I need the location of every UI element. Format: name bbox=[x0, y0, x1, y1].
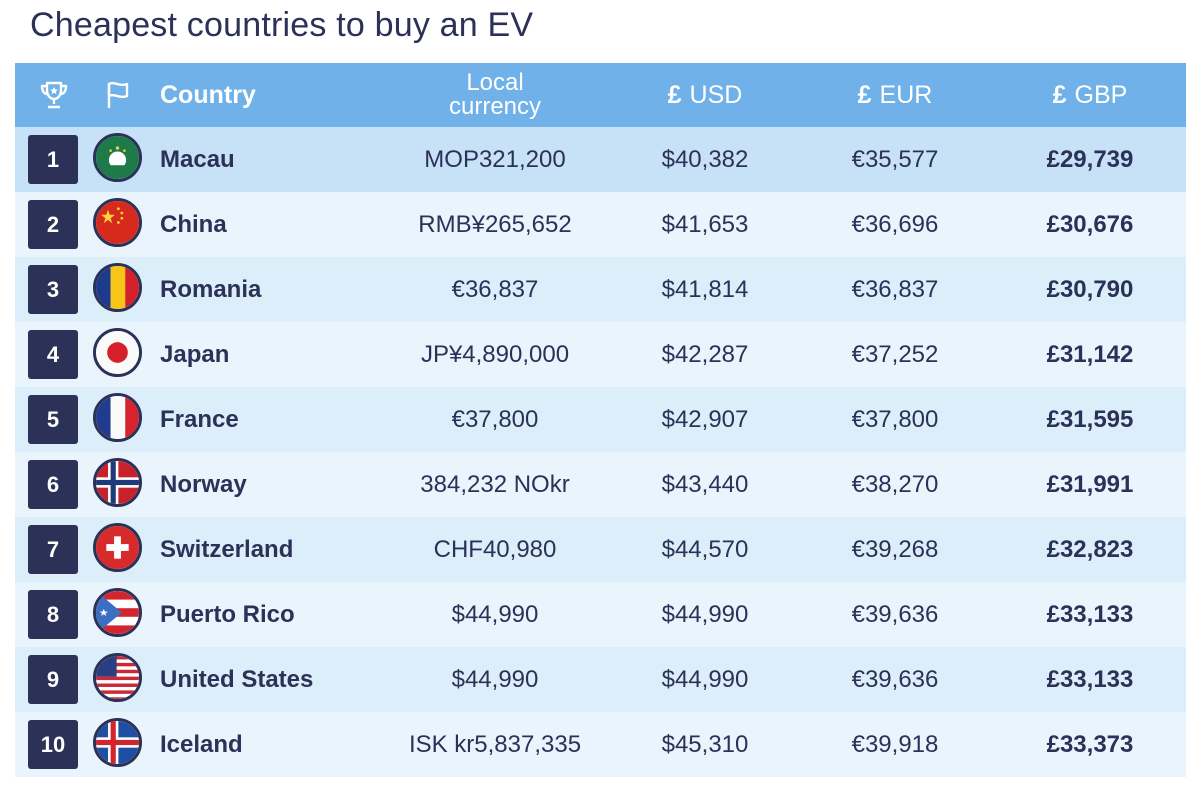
eur-price: €37,252 bbox=[851, 340, 939, 368]
gbp-price: £30,676 bbox=[1046, 210, 1134, 238]
rank-badge: 4 bbox=[28, 330, 78, 379]
header-eur-label: EUR bbox=[879, 80, 933, 109]
pound-icon: £ bbox=[667, 80, 682, 109]
table-row-2: 2 China RMB¥265,652 $41,653 €36,696 £30,… bbox=[15, 192, 1186, 257]
table-body: 1 Macau MOP321,200 $40,382 €35,577 £29,7… bbox=[15, 127, 1186, 777]
table-row-10: 10 Iceland ISK kr5,837,335 $45,310 €39,9… bbox=[15, 712, 1186, 777]
header-usd: £ USD bbox=[615, 63, 795, 127]
country-name: Japan bbox=[160, 340, 230, 368]
romania-flag-icon bbox=[93, 263, 142, 312]
pound-icon: £ bbox=[1052, 80, 1067, 109]
flag-icon bbox=[93, 63, 143, 127]
header-eur: £ EUR bbox=[805, 63, 985, 127]
switzerland-flag-icon bbox=[93, 523, 142, 572]
table-row-5: 5 France €37,800 $42,907 €37,800 £31,595 bbox=[15, 387, 1186, 452]
country-name: Iceland bbox=[160, 730, 243, 758]
usd-price: $43,440 bbox=[661, 470, 749, 498]
usd-price: $42,907 bbox=[661, 405, 749, 433]
puerto-rico-flag-icon bbox=[93, 588, 142, 637]
local-price: $44,990 bbox=[451, 665, 539, 693]
eur-price: €35,577 bbox=[851, 145, 939, 173]
usd-price: $44,990 bbox=[661, 665, 749, 693]
gbp-price: £33,133 bbox=[1046, 665, 1134, 693]
header-gbp: £ GBP bbox=[1000, 63, 1180, 127]
eur-price: €39,268 bbox=[851, 535, 939, 563]
country-name: Puerto Rico bbox=[160, 600, 295, 628]
local-price: MOP321,200 bbox=[424, 145, 566, 173]
local-price: ISK kr5,837,335 bbox=[408, 730, 582, 758]
header-local-currency: Local currency bbox=[390, 63, 600, 127]
gbp-price: £29,739 bbox=[1046, 145, 1134, 173]
eur-price: €39,636 bbox=[851, 600, 939, 628]
macau-flag-icon bbox=[93, 133, 142, 182]
trophy-icon bbox=[29, 63, 79, 127]
rank-badge: 10 bbox=[28, 720, 78, 769]
usd-price: $45,310 bbox=[661, 730, 749, 758]
ranking-table: Country Local currency £ USD £ EUR £ GBP… bbox=[15, 63, 1186, 777]
eur-price: €36,837 bbox=[851, 275, 939, 303]
header-country: Country bbox=[160, 80, 256, 109]
table-row-7: 7 Switzerland CHF40,980 $44,570 €39,268 … bbox=[15, 517, 1186, 582]
rank-badge: 5 bbox=[28, 395, 78, 444]
usd-price: $40,382 bbox=[661, 145, 749, 173]
header-local-line2: currency bbox=[448, 93, 542, 120]
eur-price: €37,800 bbox=[851, 405, 939, 433]
header-usd-label: USD bbox=[689, 80, 743, 109]
local-price: CHF40,980 bbox=[433, 535, 557, 563]
china-flag-icon bbox=[93, 198, 142, 247]
usd-price: $44,990 bbox=[661, 600, 749, 628]
rank-badge: 6 bbox=[28, 460, 78, 509]
table-row-3: 3 Romania €36,837 $41,814 €36,837 £30,79… bbox=[15, 257, 1186, 322]
country-name: Macau bbox=[160, 145, 235, 173]
gbp-price: £31,595 bbox=[1046, 405, 1134, 433]
usa-flag-icon bbox=[93, 653, 142, 702]
local-price: €36,837 bbox=[451, 275, 539, 303]
local-price: $44,990 bbox=[451, 600, 539, 628]
local-price: €37,800 bbox=[451, 405, 539, 433]
table-row-6: 6 Norway 384,232 NOkr $43,440 €38,270 £3… bbox=[15, 452, 1186, 517]
local-price: JP¥4,890,000 bbox=[420, 340, 570, 368]
eur-price: €36,696 bbox=[851, 210, 939, 238]
gbp-price: £32,823 bbox=[1046, 535, 1134, 563]
eur-price: €38,270 bbox=[851, 470, 939, 498]
header-gbp-label: GBP bbox=[1074, 80, 1128, 109]
rank-badge: 3 bbox=[28, 265, 78, 314]
iceland-flag-icon bbox=[93, 718, 142, 767]
header-local-line1: Local bbox=[466, 69, 524, 96]
rank-badge: 7 bbox=[28, 525, 78, 574]
gbp-price: £31,991 bbox=[1046, 470, 1134, 498]
page-title: Cheapest countries to buy an EV bbox=[30, 6, 534, 44]
table-row-1: 1 Macau MOP321,200 $40,382 €35,577 £29,7… bbox=[15, 127, 1186, 192]
eur-price: €39,636 bbox=[851, 665, 939, 693]
eur-price: €39,918 bbox=[851, 730, 939, 758]
usd-price: $44,570 bbox=[661, 535, 749, 563]
local-price: 384,232 NOkr bbox=[420, 470, 570, 498]
gbp-price: £33,373 bbox=[1046, 730, 1134, 758]
country-name: United States bbox=[160, 665, 314, 693]
rank-badge: 8 bbox=[28, 590, 78, 639]
table-header: Country Local currency £ USD £ EUR £ GBP bbox=[15, 63, 1186, 127]
france-flag-icon bbox=[93, 393, 142, 442]
country-name: Switzerland bbox=[160, 535, 294, 563]
pound-icon: £ bbox=[857, 80, 872, 109]
country-name: China bbox=[160, 210, 227, 238]
table-row-8: 8 Puerto Rico $44,990 $44,990 €39,636 £3… bbox=[15, 582, 1186, 647]
local-price: RMB¥265,652 bbox=[418, 210, 572, 238]
country-name: France bbox=[160, 405, 239, 433]
usd-price: $41,814 bbox=[661, 275, 749, 303]
gbp-price: £31,142 bbox=[1046, 340, 1134, 368]
norway-flag-icon bbox=[93, 458, 142, 507]
country-name: Romania bbox=[160, 275, 262, 303]
usd-price: $41,653 bbox=[661, 210, 749, 238]
country-name: Norway bbox=[160, 470, 247, 498]
table-row-4: 4 Japan JP¥4,890,000 $42,287 €37,252 £31… bbox=[15, 322, 1186, 387]
japan-flag-icon bbox=[93, 328, 142, 377]
usd-price: $42,287 bbox=[661, 340, 749, 368]
rank-badge: 1 bbox=[28, 135, 78, 184]
table-row-9: 9 United States $44,990 $44,990 €39,636 … bbox=[15, 647, 1186, 712]
gbp-price: £30,790 bbox=[1046, 275, 1134, 303]
rank-badge: 9 bbox=[28, 655, 78, 704]
rank-badge: 2 bbox=[28, 200, 78, 249]
gbp-price: £33,133 bbox=[1046, 600, 1134, 628]
